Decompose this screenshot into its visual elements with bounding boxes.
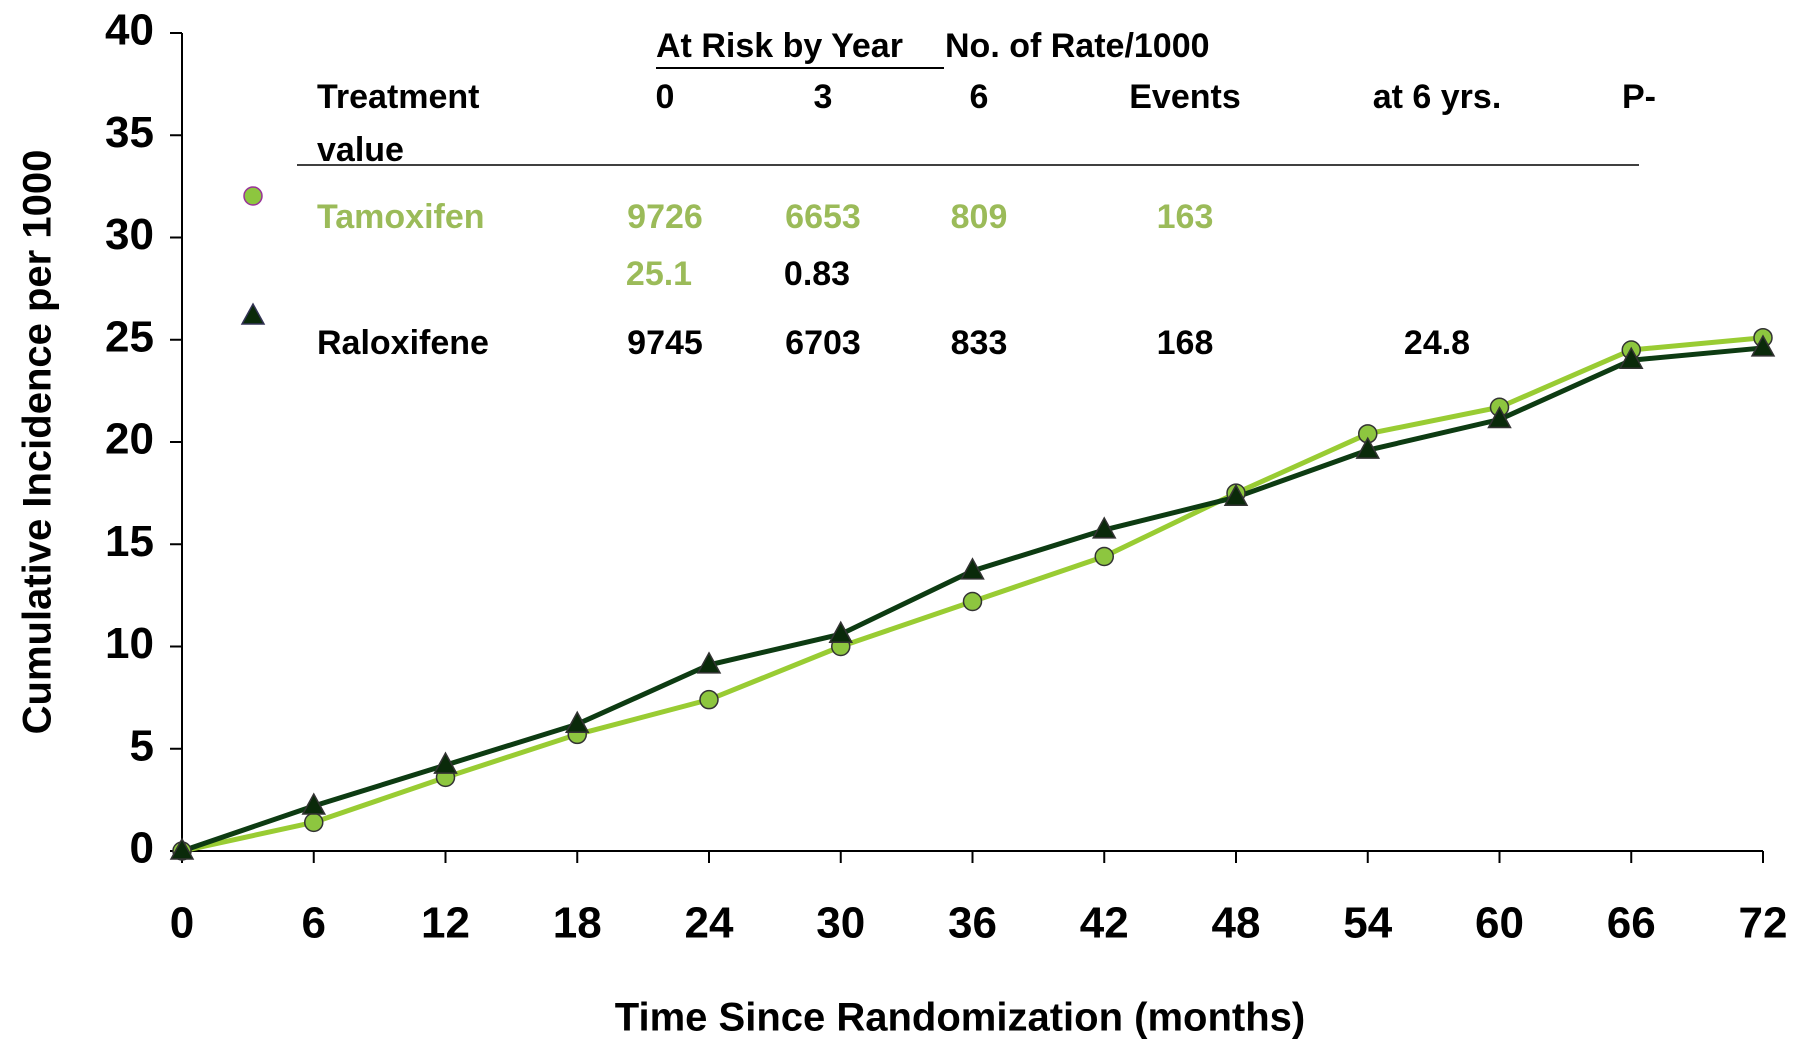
x-tick-label: 42 bbox=[1080, 899, 1129, 948]
table-header: 3 bbox=[814, 78, 833, 116]
table-cell: 163 bbox=[1157, 198, 1214, 236]
y-tick-label: 10 bbox=[105, 619, 154, 668]
x-tick-label: 0 bbox=[170, 899, 194, 948]
data-point bbox=[433, 751, 458, 774]
table-header: value bbox=[317, 131, 404, 169]
data-point bbox=[1223, 483, 1249, 506]
data-point bbox=[1487, 405, 1512, 429]
x-tick-label: 24 bbox=[685, 899, 734, 948]
y-axis-title: Cumulative Incidence per 1000 bbox=[16, 150, 60, 735]
table-cell: 25.1 bbox=[626, 255, 692, 293]
table-header: Events bbox=[1129, 78, 1241, 116]
table-cell: 0.83 bbox=[784, 255, 850, 293]
data-point bbox=[960, 557, 985, 580]
data-point bbox=[1355, 436, 1381, 459]
x-axis-title: Time Since Randomization (months) bbox=[615, 996, 1305, 1040]
y-tick-label: 5 bbox=[130, 721, 154, 770]
x-tick-label: 60 bbox=[1475, 899, 1524, 948]
legend-label: Tamoxifen bbox=[317, 198, 485, 236]
table-cell: 6653 bbox=[785, 198, 861, 236]
table-cell: 24.8 bbox=[1404, 324, 1470, 362]
x-tick-label: 18 bbox=[553, 899, 602, 948]
x-tick-label: 48 bbox=[1212, 899, 1261, 948]
table-header: Treatment bbox=[317, 78, 480, 116]
x-tick-label: 54 bbox=[1343, 899, 1392, 948]
data-point bbox=[1091, 516, 1117, 539]
table-header: 6 bbox=[970, 78, 989, 116]
table-header: 0 bbox=[656, 78, 675, 116]
data-point bbox=[304, 812, 324, 833]
data-point bbox=[169, 837, 195, 860]
table-top-header: At Risk by Year bbox=[656, 27, 903, 65]
data-point bbox=[301, 792, 327, 815]
y-tick-label: 25 bbox=[105, 312, 154, 361]
table-cell: 9745 bbox=[627, 324, 703, 362]
legend-marker bbox=[243, 186, 263, 206]
y-tick-label: 0 bbox=[130, 824, 154, 873]
data-point bbox=[962, 591, 983, 612]
legend-label: Raloxifene bbox=[317, 324, 489, 362]
data-point bbox=[828, 620, 854, 643]
y-tick-label: 20 bbox=[105, 415, 154, 464]
table-top-header: No. of Rate/1000 bbox=[945, 27, 1210, 65]
table-cell: 809 bbox=[951, 198, 1008, 236]
data-point bbox=[696, 651, 722, 674]
table-cell: 168 bbox=[1157, 324, 1214, 362]
table-header: at 6 yrs. bbox=[1373, 78, 1502, 116]
data-point bbox=[1094, 546, 1114, 567]
y-tick-label: 40 bbox=[105, 6, 154, 55]
x-tick-label: 66 bbox=[1607, 899, 1656, 948]
table-cell: 9726 bbox=[627, 198, 703, 236]
table-header: P- bbox=[1622, 78, 1656, 116]
y-tick-label: 15 bbox=[105, 517, 154, 566]
data-point bbox=[564, 710, 590, 733]
y-tick-label: 35 bbox=[105, 108, 154, 157]
table-cell: 833 bbox=[951, 324, 1008, 362]
table-cell: 6703 bbox=[785, 324, 861, 362]
x-tick-label: 36 bbox=[948, 899, 997, 948]
data-point bbox=[699, 689, 719, 710]
x-tick-label: 12 bbox=[421, 899, 470, 948]
legend-marker bbox=[240, 302, 266, 325]
y-tick-label: 30 bbox=[105, 210, 154, 259]
data-point bbox=[1750, 334, 1776, 357]
data-point bbox=[1618, 346, 1644, 369]
x-tick-label: 6 bbox=[302, 899, 326, 948]
x-tick-label: 72 bbox=[1739, 899, 1788, 948]
x-tick-label: 30 bbox=[816, 899, 865, 948]
